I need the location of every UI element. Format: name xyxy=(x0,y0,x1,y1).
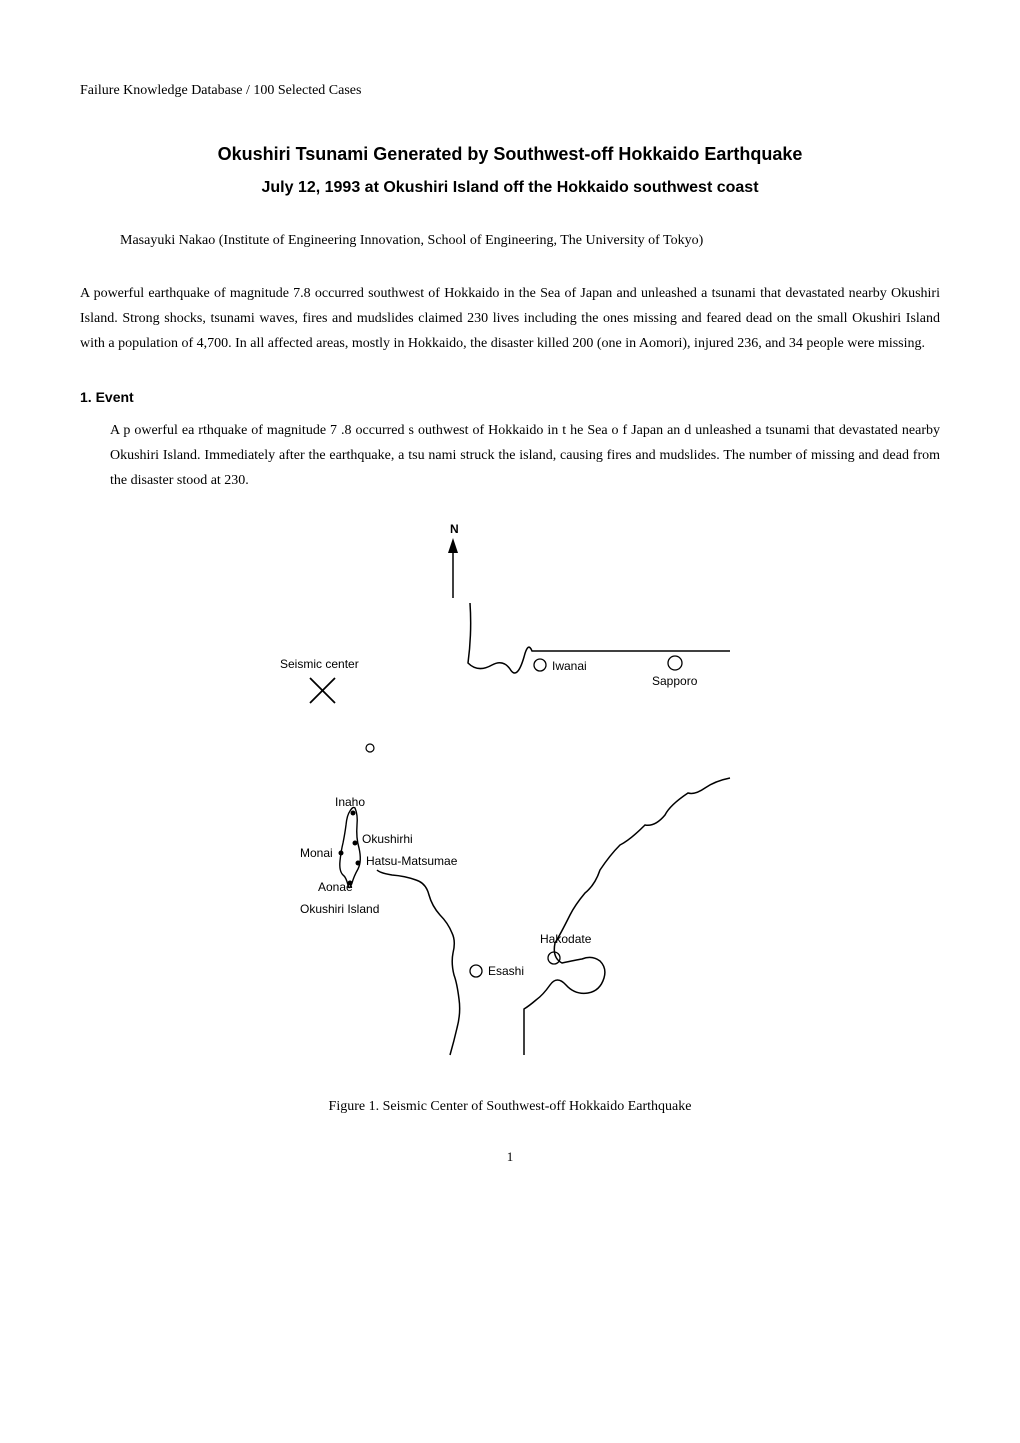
iwanai-label: Iwanai xyxy=(552,659,587,673)
hatsu-matsumae-label: Hatsu-Matsumae xyxy=(366,854,458,868)
iwanai-marker: Iwanai xyxy=(534,659,587,673)
author-line: Masayuki Nakao (Institute of Engineering… xyxy=(120,230,940,251)
hakodate-marker: Hakodate xyxy=(540,932,592,964)
seismic-center-label: Seismic center xyxy=(280,657,359,671)
inaho-label: Inaho xyxy=(335,795,365,809)
okushirhi-dot xyxy=(353,841,358,846)
small-marker-circle xyxy=(366,744,374,752)
esashi-marker: Esashi xyxy=(470,964,524,978)
figure-1-container: N Seismic center Iwanai Sappor xyxy=(80,513,940,1117)
hatsu-matsumae-dot xyxy=(356,861,361,866)
aonae-label: Aonae xyxy=(318,880,353,894)
monai-label: Monai xyxy=(300,846,333,860)
seismic-center-marker: Seismic center xyxy=(280,657,359,703)
hakodate-label: Hakodate xyxy=(540,932,592,946)
map-svg: N Seismic center Iwanai Sappor xyxy=(240,513,780,1073)
abstract-paragraph: A powerful earthquake of magnitude 7.8 o… xyxy=(80,281,940,357)
sapporo-label: Sapporo xyxy=(652,674,698,688)
page-number: 1 xyxy=(80,1147,940,1167)
sapporo-marker: Sapporo xyxy=(652,656,698,688)
page-title: Okushiri Tsunami Generated by Southwest-… xyxy=(80,141,940,168)
section-heading-event: 1. Event xyxy=(80,387,940,408)
monai-dot xyxy=(339,851,344,856)
inaho-dot xyxy=(351,811,356,816)
figure-1-caption: Figure 1. Seismic Center of Southwest-of… xyxy=(80,1096,940,1117)
okushiri-island-label: Okushiri Island xyxy=(300,902,379,916)
north-label: N xyxy=(450,522,459,536)
north-arrow: N xyxy=(448,522,459,598)
okushirhi-label: Okushirhi xyxy=(362,832,413,846)
okushiri-island-outline xyxy=(340,808,360,888)
section-body-event: A p owerful ea rthquake of magnitude 7 .… xyxy=(110,418,940,494)
esashi-label: Esashi xyxy=(488,964,524,978)
database-header: Failure Knowledge Database / 100 Selecte… xyxy=(80,80,940,101)
page-subtitle: July 12, 1993 at Okushiri Island off the… xyxy=(80,176,940,200)
